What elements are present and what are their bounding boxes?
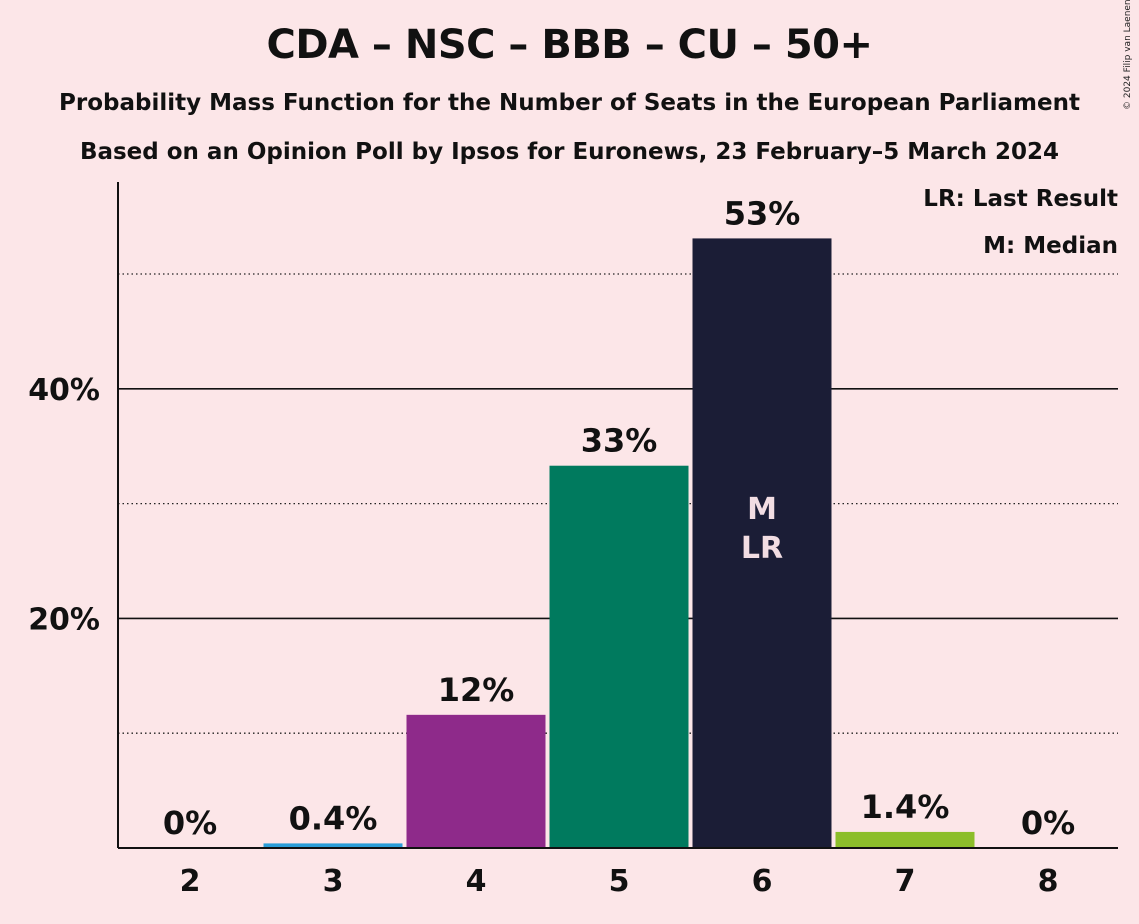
x-tick-label: 8 [1038,864,1059,899]
bar-5 [549,465,689,848]
y-tick-label: 40% [28,373,100,408]
x-tick-label: 7 [895,864,916,899]
legend-median: M: Median [983,233,1118,259]
bar-annotation: M [747,492,777,527]
chart-title: CDA – NSC – BBB – CU – 50+ [266,22,873,68]
chart-source: Based on an Opinion Poll by Ipsos for Eu… [79,139,1060,165]
bar-6 [692,238,832,849]
bar-annotation: LR [741,531,783,566]
bar-7 [835,831,975,848]
x-tick-label: 5 [609,864,630,899]
y-tick-label: 20% [28,602,100,637]
data-label: 12% [438,671,515,709]
x-tick-label: 6 [752,864,773,899]
data-label: 0% [163,804,217,842]
x-tick-label: 2 [180,864,201,899]
bar-3 [263,843,403,848]
data-label: 33% [581,422,658,460]
x-tick-label: 4 [466,864,487,899]
legend-last-result: LR: Last Result [923,186,1118,212]
data-label: 1.4% [861,788,950,826]
chart-subtitle: Probability Mass Function for the Number… [59,90,1080,116]
data-label: 53% [724,194,801,232]
bar-4 [406,714,546,848]
data-label: 0.4% [289,799,378,837]
data-label: 0% [1021,804,1075,842]
x-tick-label: 3 [323,864,344,899]
